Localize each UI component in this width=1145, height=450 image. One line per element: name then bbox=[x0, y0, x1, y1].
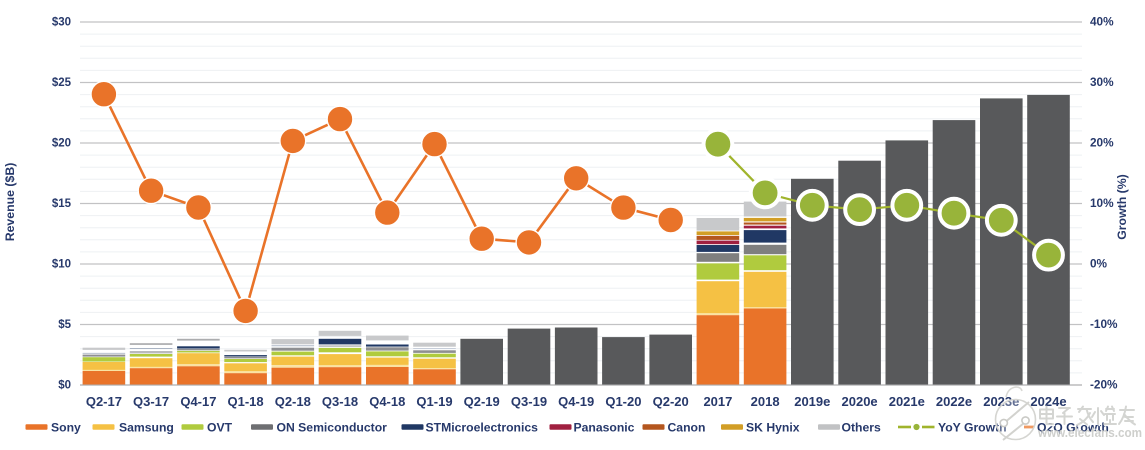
svg-text:Q1-20: Q1-20 bbox=[605, 394, 641, 409]
svg-text:Q2-19: Q2-19 bbox=[464, 394, 500, 409]
svg-text:-20%: -20% bbox=[1090, 378, 1118, 392]
svg-text:Samsung: Samsung bbox=[119, 420, 174, 434]
svg-text:30%: 30% bbox=[1090, 75, 1114, 89]
svg-text:$25: $25 bbox=[52, 77, 72, 89]
svg-text:$10: $10 bbox=[52, 259, 71, 271]
svg-text:Panasonic: Panasonic bbox=[574, 420, 635, 434]
svg-text:Q2-17: Q2-17 bbox=[86, 394, 122, 409]
svg-text:Q2Q Growth: Q2Q Growth bbox=[1037, 420, 1109, 434]
svg-text:Sony: Sony bbox=[51, 420, 81, 434]
svg-text:10%: 10% bbox=[1090, 196, 1114, 210]
svg-text:20%: 20% bbox=[1090, 136, 1114, 150]
svg-text:www.elecfans.com: www.elecfans.com bbox=[1037, 425, 1142, 440]
svg-text:2017: 2017 bbox=[703, 394, 732, 409]
svg-text:$15: $15 bbox=[52, 198, 72, 210]
svg-text:Q3-18: Q3-18 bbox=[322, 394, 358, 409]
svg-text:$20: $20 bbox=[52, 138, 71, 150]
svg-text:Q2-18: Q2-18 bbox=[275, 394, 311, 409]
svg-text:Q3-17: Q3-17 bbox=[133, 394, 169, 409]
svg-text:OVT: OVT bbox=[207, 420, 233, 434]
svg-text:2024e: 2024e bbox=[1030, 394, 1066, 409]
svg-text:ON Semiconductor: ON Semiconductor bbox=[277, 420, 388, 434]
svg-text:$30: $30 bbox=[52, 17, 71, 29]
svg-text:Q1-18: Q1-18 bbox=[228, 394, 264, 409]
svg-text:Others: Others bbox=[842, 420, 882, 434]
svg-text:YoY Growth: YoY Growth bbox=[938, 420, 1007, 434]
svg-text:Canon: Canon bbox=[668, 420, 706, 434]
svg-text:0%: 0% bbox=[1090, 257, 1108, 271]
svg-text:-10%: -10% bbox=[1090, 317, 1118, 331]
svg-text:STMicroelectronics: STMicroelectronics bbox=[426, 420, 539, 434]
svg-text:2020e: 2020e bbox=[842, 394, 878, 409]
svg-text:$5: $5 bbox=[58, 319, 71, 331]
svg-text:Q4-19: Q4-19 bbox=[558, 394, 594, 409]
svg-text:Q2-20: Q2-20 bbox=[653, 394, 689, 409]
svg-text:2021e: 2021e bbox=[889, 394, 925, 409]
svg-text:2019e: 2019e bbox=[794, 394, 830, 409]
svg-text:www.elecfans.com: www.elecfans.com bbox=[1038, 426, 1143, 441]
svg-text:2023e: 2023e bbox=[983, 394, 1019, 409]
svg-text:40%: 40% bbox=[1090, 15, 1114, 29]
svg-text:Q4-17: Q4-17 bbox=[180, 394, 216, 409]
svg-text:Q4-18: Q4-18 bbox=[369, 394, 405, 409]
svg-text:Growth (%): Growth (%) bbox=[1115, 174, 1129, 240]
svg-text:$0: $0 bbox=[58, 380, 71, 392]
svg-text:SK Hynix: SK Hynix bbox=[746, 420, 800, 434]
svg-text:Q3-19: Q3-19 bbox=[511, 394, 547, 409]
svg-text:Revenue ($B): Revenue ($B) bbox=[3, 163, 17, 242]
svg-text:Q1-19: Q1-19 bbox=[416, 394, 452, 409]
svg-text:2022e: 2022e bbox=[936, 394, 972, 409]
svg-text:2018: 2018 bbox=[751, 394, 780, 409]
